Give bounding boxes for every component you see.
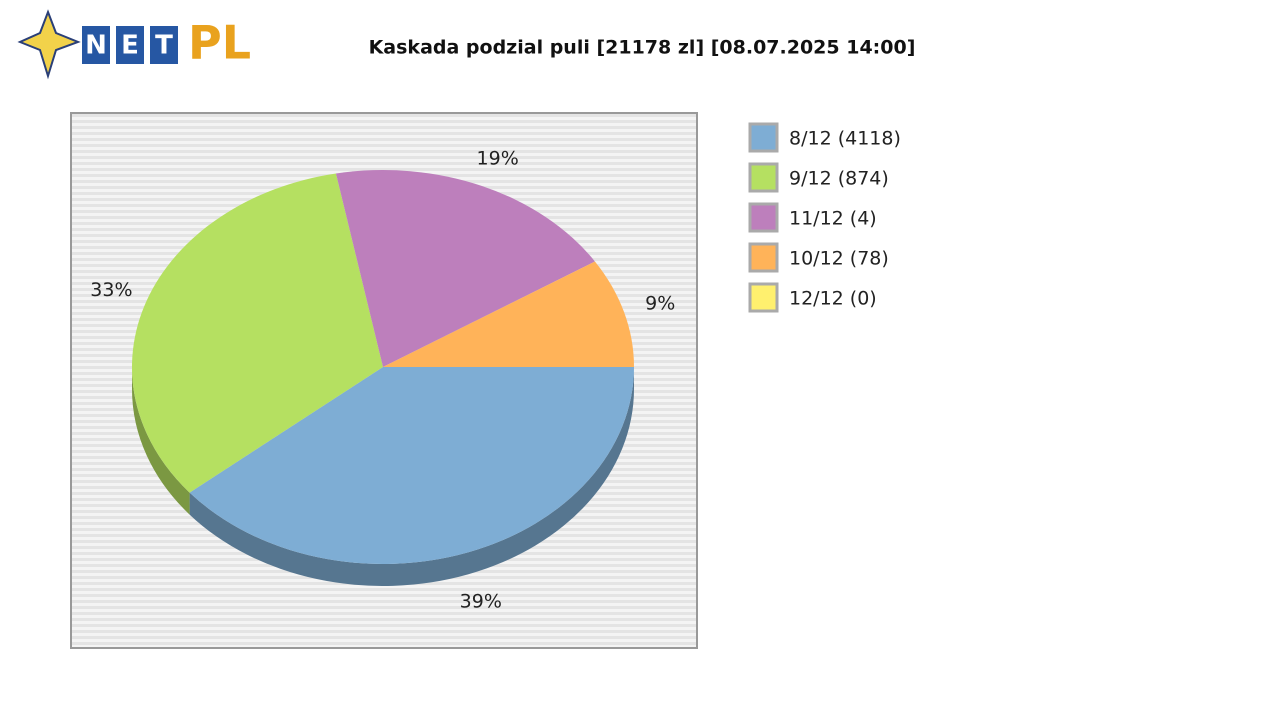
pie: 39% 33% 19% 9% <box>90 148 675 613</box>
data-label: 19% <box>477 148 519 170</box>
chart-title: Kaskada podzial puli [21178 zl] [08.07.2… <box>369 37 916 59</box>
data-label: 39% <box>460 591 502 613</box>
logo: N E T PL <box>17 9 251 80</box>
legend-label: 11/12 (4) <box>789 208 877 230</box>
legend-label: 8/12 (4118) <box>789 128 901 150</box>
legend-swatch <box>748 122 779 153</box>
logo-letter: T <box>155 31 173 61</box>
logo-tile <box>116 26 144 64</box>
slice-side <box>132 367 190 515</box>
slice <box>335 170 595 367</box>
slice <box>132 173 383 493</box>
legend-label: 12/12 (0) <box>789 288 877 310</box>
data-label: 33% <box>90 279 132 301</box>
legend-swatch <box>748 242 779 273</box>
data-label: 9% <box>645 292 675 314</box>
legend-swatch <box>748 162 779 193</box>
logo-letter: N <box>85 31 107 61</box>
legend-swatch <box>748 282 779 313</box>
slice-side <box>189 367 634 586</box>
legend-swatch <box>748 202 779 233</box>
legend: 8/12 (4118) 9/12 (874) 11/12 (4) 10/12 (78)… <box>748 122 901 313</box>
legend-label: 10/12 (78) <box>789 248 889 270</box>
logo-letter: E <box>121 31 139 61</box>
logo-tile <box>82 26 110 64</box>
logo-tile <box>150 26 178 64</box>
logo-brand: PL <box>188 16 251 70</box>
legend-label: 9/12 (874) <box>789 168 889 190</box>
slice <box>189 367 634 565</box>
logo-star <box>17 9 81 80</box>
slice <box>383 261 634 367</box>
